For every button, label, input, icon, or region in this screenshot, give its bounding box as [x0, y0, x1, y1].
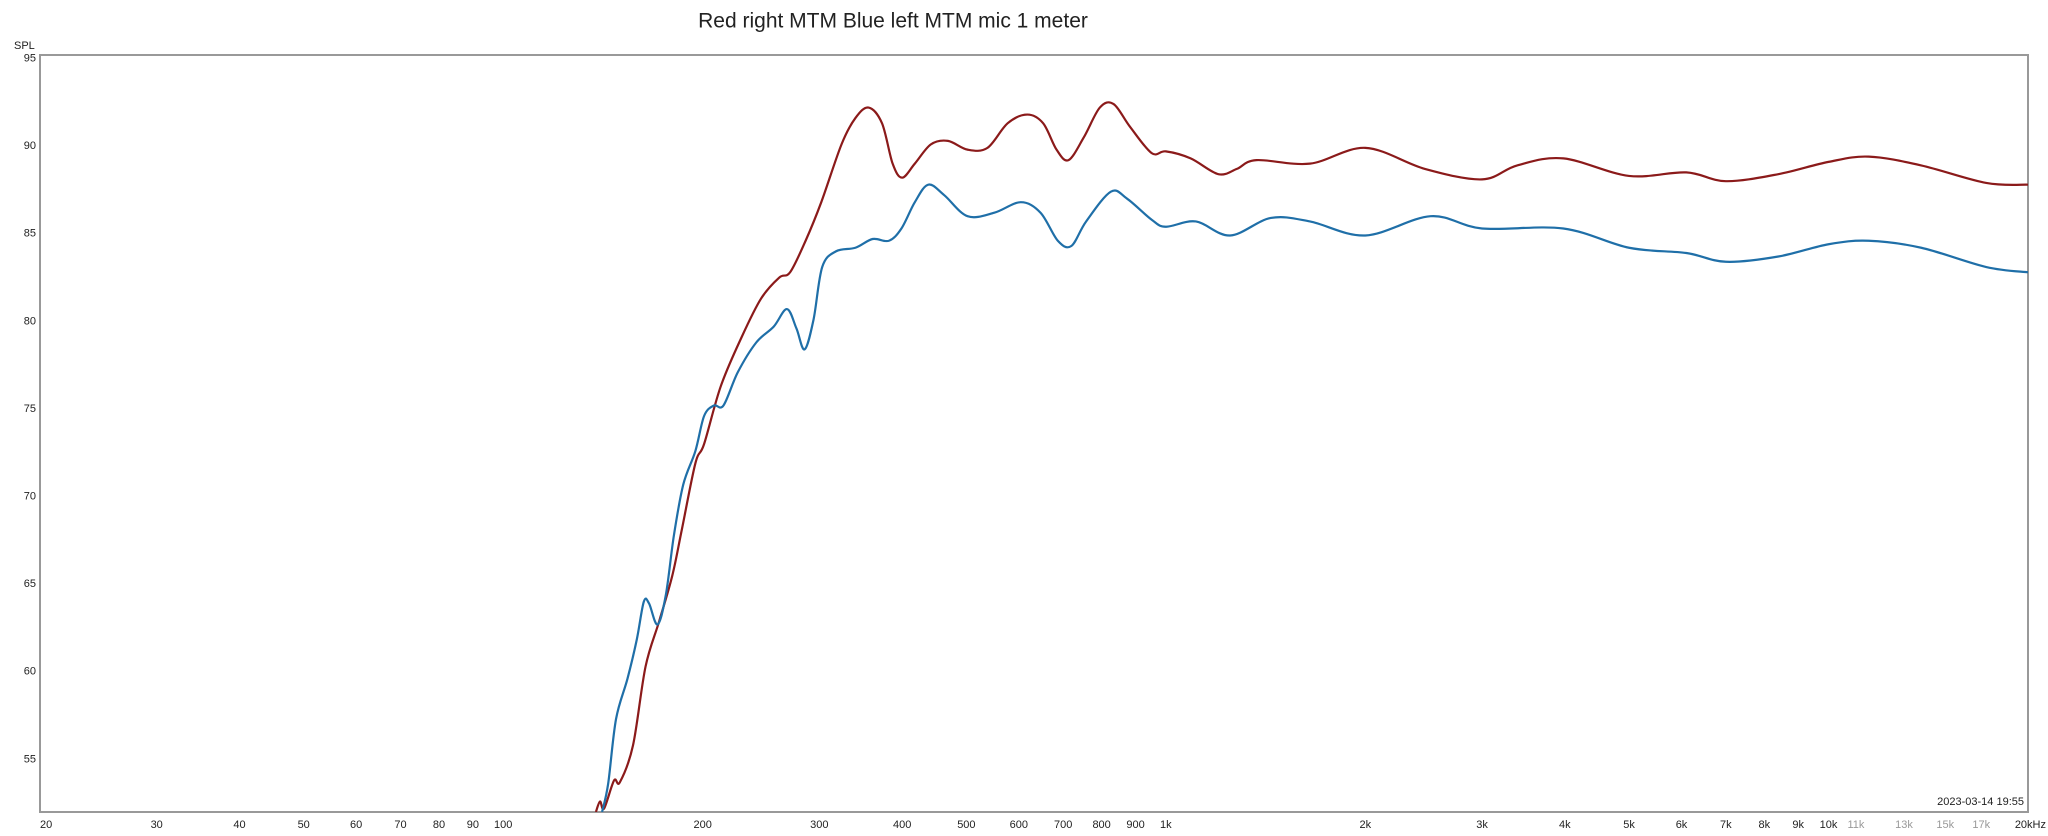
- x-tick-label: 400: [893, 819, 911, 831]
- x-tick-label: 60: [350, 819, 362, 831]
- y-tick-label: 70: [24, 490, 36, 502]
- x-tick-label: 300: [810, 819, 828, 831]
- y-tick-label: 95: [24, 52, 36, 64]
- y-tick-label: 55: [24, 753, 36, 765]
- x-tick-label: 13k: [1895, 819, 1913, 831]
- plot-frame: [39, 54, 2029, 813]
- x-tick-label: 90: [467, 819, 479, 831]
- x-tick-label: 15k: [1936, 819, 1954, 831]
- x-tick-label: 8k: [1758, 819, 1770, 831]
- x-tick-label: 10k: [1820, 819, 1838, 831]
- x-tick-label: 40: [233, 819, 245, 831]
- x-tick-label: 70: [394, 819, 406, 831]
- x-tick-label: 600: [1010, 819, 1028, 831]
- x-tick-label: 20kHz: [2015, 819, 2046, 831]
- x-tick-label: 700: [1054, 819, 1072, 831]
- x-tick-label: 800: [1092, 819, 1110, 831]
- x-tick-label: 4k: [1559, 819, 1571, 831]
- x-tick-label: 3k: [1476, 819, 1488, 831]
- x-tick-label: 6k: [1676, 819, 1688, 831]
- chart-title: Red right MTM Blue left MTM mic 1 meter: [698, 10, 1088, 33]
- x-tick-label: 900: [1126, 819, 1144, 831]
- series-line: [594, 101, 2028, 812]
- x-tick-label: 7k: [1720, 819, 1732, 831]
- x-tick-label: 2k: [1360, 819, 1372, 831]
- x-tick-label: 20: [40, 819, 52, 831]
- y-tick-label: 75: [24, 403, 36, 415]
- timestamp: 2023-03-14 19:55: [1937, 796, 2024, 808]
- y-tick-label: 85: [24, 228, 36, 240]
- x-tick-label: 1k: [1160, 819, 1172, 831]
- x-tick-label: 11k: [1847, 819, 1864, 831]
- x-tick-label: 30: [151, 819, 163, 831]
- y-tick-label: 60: [24, 666, 36, 678]
- x-tick-label: 9k: [1792, 819, 1804, 831]
- x-tick-label: 80: [433, 819, 445, 831]
- y-tick-label: 90: [24, 140, 36, 152]
- x-tick-label: 50: [298, 819, 310, 831]
- y-axis-label: SPL: [14, 40, 35, 52]
- x-tick-label: 100: [494, 819, 512, 831]
- y-tick-label: 65: [24, 578, 36, 590]
- y-tick-label: 80: [24, 315, 36, 327]
- series-line: [600, 183, 2028, 812]
- x-tick-label: 500: [957, 819, 975, 831]
- x-tick-label: 200: [693, 819, 711, 831]
- x-tick-label: 17k: [1972, 819, 1990, 831]
- x-tick-label: 5k: [1623, 819, 1635, 831]
